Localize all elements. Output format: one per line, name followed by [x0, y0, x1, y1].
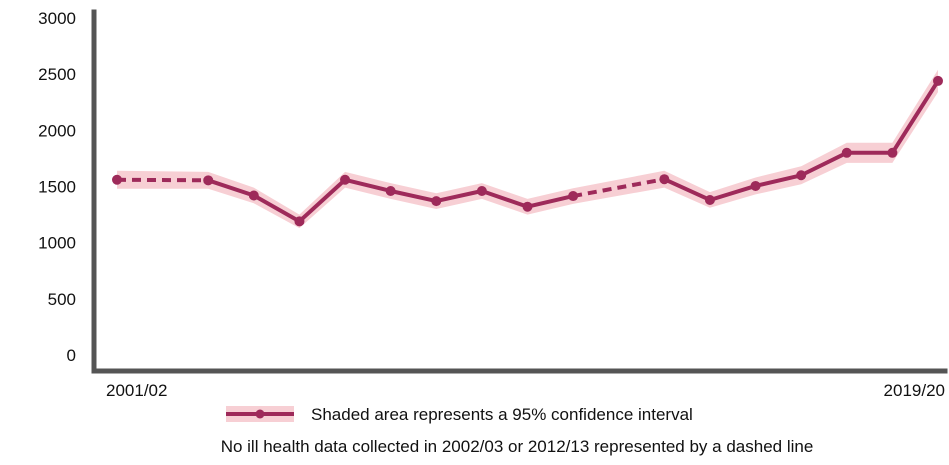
- data-point: [704, 194, 715, 205]
- y-tick-label: 2500: [38, 65, 76, 84]
- legend-ci-text: Shaded area represents a 95% confidence …: [311, 405, 693, 424]
- series-line-segment: [343, 177, 393, 193]
- footnote: No ill health data collected in 2002/03 …: [221, 437, 814, 456]
- series-line-segment: [388, 188, 439, 204]
- y-tick-label: 500: [48, 290, 76, 309]
- y-tick-label: 2000: [38, 121, 76, 140]
- series-line-segment: [799, 150, 849, 178]
- series-line-segment: [251, 193, 302, 224]
- series-line-segment: [890, 78, 940, 155]
- x-tick-label-first: 2001/02: [106, 381, 167, 400]
- series-line-segment: [707, 183, 758, 202]
- data-point: [841, 147, 852, 158]
- data-point: [248, 190, 259, 201]
- legend-point-swatch: [255, 409, 265, 419]
- series-line-layer: [116, 78, 940, 224]
- data-point: [340, 174, 351, 185]
- data-point: [750, 180, 761, 191]
- data-point: [522, 201, 533, 212]
- data-point: [112, 174, 122, 185]
- data-point: [294, 216, 305, 227]
- series-line-segment: [434, 188, 484, 204]
- confidence-band-layer: [117, 69, 938, 229]
- series-line-segment: [525, 194, 576, 209]
- data-point: [887, 147, 898, 158]
- data-point: [796, 170, 807, 181]
- y-tick-label: 3000: [38, 9, 76, 28]
- y-tick-label: 1500: [38, 178, 76, 197]
- data-point: [203, 175, 214, 186]
- data-point: [568, 191, 579, 202]
- data-point: [933, 75, 943, 86]
- data-point: [476, 185, 487, 196]
- y-tick-label: 1000: [38, 234, 76, 253]
- series-line-segment: [479, 188, 530, 209]
- confidence-band: [117, 69, 938, 229]
- series-line-segment: [662, 177, 712, 202]
- series-line-segment: [297, 177, 348, 224]
- data-point-layer: [112, 75, 943, 227]
- legend: Shaded area represents a 95% confidence …: [226, 405, 693, 424]
- series-line-segment: [206, 178, 256, 198]
- data-point: [431, 196, 442, 207]
- y-tick-labels: 0 500 1000 1500 2000 2500 3000: [38, 9, 76, 365]
- data-point: [659, 174, 670, 185]
- data-point: [385, 185, 396, 196]
- series-line-segment: [753, 173, 804, 188]
- y-tick-label: 0: [67, 346, 76, 365]
- series-line-segment-dashed: [116, 177, 209, 183]
- series-line-segment-dashed: [572, 177, 665, 199]
- x-tick-label-last: 2019/20: [884, 381, 945, 400]
